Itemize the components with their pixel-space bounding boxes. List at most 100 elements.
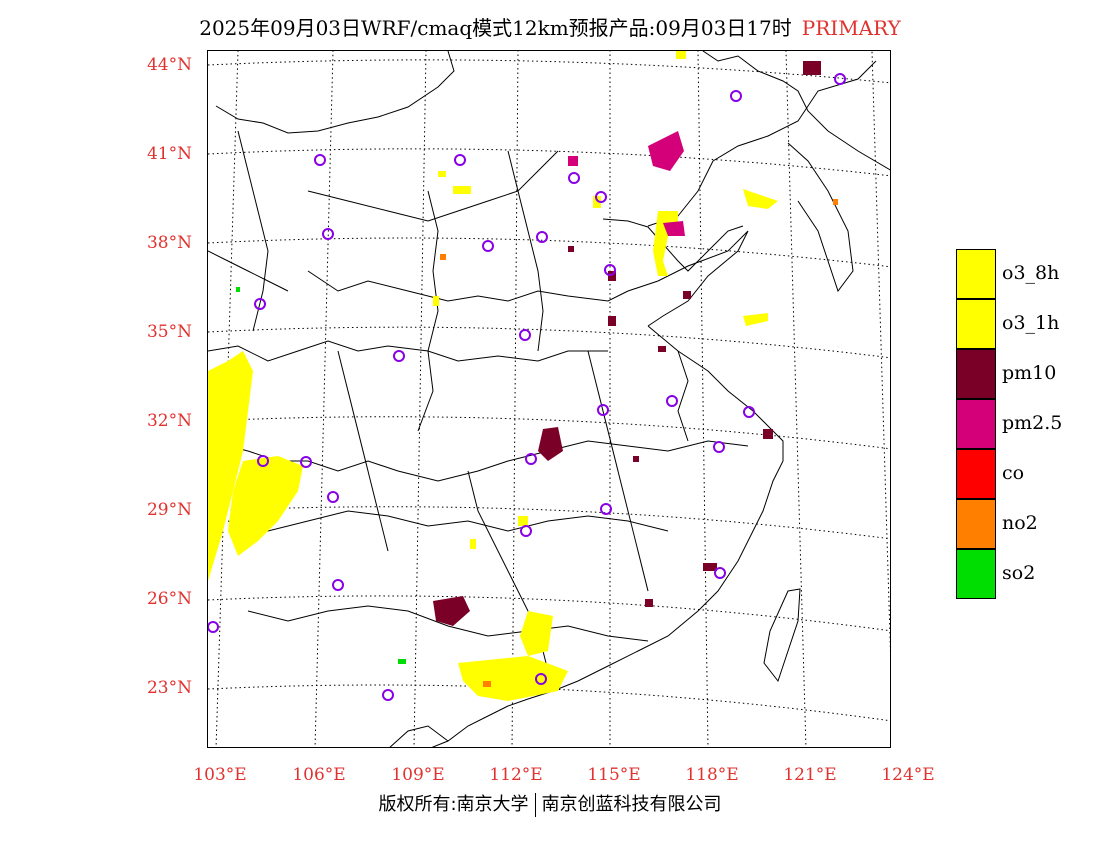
lon-label-124: 124°E [881,765,935,785]
lat-label-38: 38°N [146,233,192,253]
station-marker[interactable] [520,525,532,537]
lat-label-26: 26°N [146,589,192,609]
lon-label-112: 112°E [489,765,543,785]
map-frame[interactable] [207,50,891,748]
legend-swatch [956,499,996,549]
station-marker[interactable] [393,350,405,362]
pm10-spot-3 [658,346,666,352]
no2-overlay [440,199,838,687]
station-marker[interactable] [597,404,609,416]
pm10-spot-1 [683,291,691,299]
o3-region-guangdong-a [520,611,553,656]
legend-swatch [956,549,996,599]
legend-label: no2 [1002,512,1038,534]
copyright-footer: 版权所有:南京大学 南京创蓝科技有限公司 [0,790,1100,817]
station-marker[interactable] [743,406,755,418]
station-marker[interactable] [300,456,312,468]
so2-overlay [236,287,406,664]
legend-swatch [956,449,996,499]
boundaries [208,51,890,747]
legend-swatch [956,299,996,349]
legend-label: o3_1h [1002,312,1060,334]
lat-label-29: 29°N [146,500,192,520]
station-marker[interactable] [536,231,548,243]
o3-region-guangdong-b [458,656,568,701]
o3-region-west-sichuan [208,351,253,581]
title-text: 2025年09月03日WRF/cmaq模式12km预报产品:09月03日17时 [199,16,792,40]
station-marker[interactable] [519,329,531,341]
primary-tag: PRIMARY [801,16,901,40]
o3-spot-5 [470,539,476,549]
station-marker[interactable] [454,154,466,166]
o3-region-beijing-south [653,211,678,276]
station-marker[interactable] [525,453,537,465]
copyright-right: 南京创蓝科技有限公司 [541,794,722,815]
lat-label-32: 32°N [146,411,192,431]
map-canvas [208,51,890,747]
pm10-spot-ne [803,61,821,75]
lon-label-109: 109°E [391,765,445,785]
pm10-spot-6 [645,599,653,607]
pm10-region-hubei [538,427,563,461]
station-marker[interactable] [327,491,339,503]
lon-label-103: 103°E [193,765,247,785]
station-marker[interactable] [257,455,269,467]
station-marker[interactable] [714,567,726,579]
station-marker[interactable] [332,579,344,591]
legend-label: pm2.5 [1002,412,1063,434]
pm10-spot-8 [568,246,574,252]
no2-spot-1 [440,254,446,260]
station-marker[interactable] [666,395,678,407]
pm25-region-beijing [648,131,684,171]
o3-overlay [208,51,778,701]
station-marker[interactable] [600,503,612,515]
lon-label-121: 121°E [783,765,837,785]
so2-spot-1 [236,287,240,292]
lon-label-118: 118°E [685,765,739,785]
no2-spot-3 [483,681,491,687]
lat-label-41: 41°N [146,144,192,164]
o3-spot-3 [433,296,439,306]
o3-spot-1 [438,171,446,177]
legend-swatch [956,399,996,449]
station-marker[interactable] [322,228,334,240]
map-title: 2025年09月03日WRF/cmaq模式12km预报产品:09月03日17时 P… [0,12,1100,41]
legend-label: so2 [1002,562,1036,584]
o3-region-shandong [743,313,768,326]
o3-spot-7 [593,196,601,208]
so2-spot-2 [398,659,406,664]
copyright-left: 版权所有:南京大学 [378,794,529,815]
o3-spot-6 [676,51,686,59]
lat-label-23: 23°N [146,678,192,698]
legend-label: pm10 [1002,362,1057,384]
station-marker[interactable] [604,264,616,276]
station-marker[interactable] [535,673,547,685]
station-marker[interactable] [568,172,580,184]
legend-label: o3_8h [1002,262,1060,284]
pm25-region-tianjin [663,221,685,236]
station-marker[interactable] [713,441,725,453]
pm10-spot-9 [633,456,639,462]
o3-spot-4 [518,516,528,526]
station-marker[interactable] [254,298,266,310]
station-marker[interactable] [834,73,846,85]
lon-label-106: 106°E [292,765,346,785]
graticule-longitudes [215,51,890,747]
station-marker[interactable] [314,154,326,166]
o3-region-chengdu [228,456,303,556]
station-marker[interactable] [382,689,394,701]
pm10-region-guangxi [433,596,470,626]
station-marker[interactable] [730,90,742,102]
pm10-spot-5 [703,563,717,571]
legend-swatch [956,349,996,399]
legend-swatch [956,249,996,299]
no2-spot-2 [833,199,838,205]
station-marker[interactable] [595,191,607,203]
lon-label-115: 115°E [587,765,641,785]
o3-region-liaoning [743,189,778,209]
station-marker[interactable] [208,621,219,633]
station-marker[interactable] [482,240,494,252]
pm10-spot-2 [608,316,616,326]
lat-label-44: 44°N [146,55,192,75]
legend-label: co [1002,462,1025,484]
